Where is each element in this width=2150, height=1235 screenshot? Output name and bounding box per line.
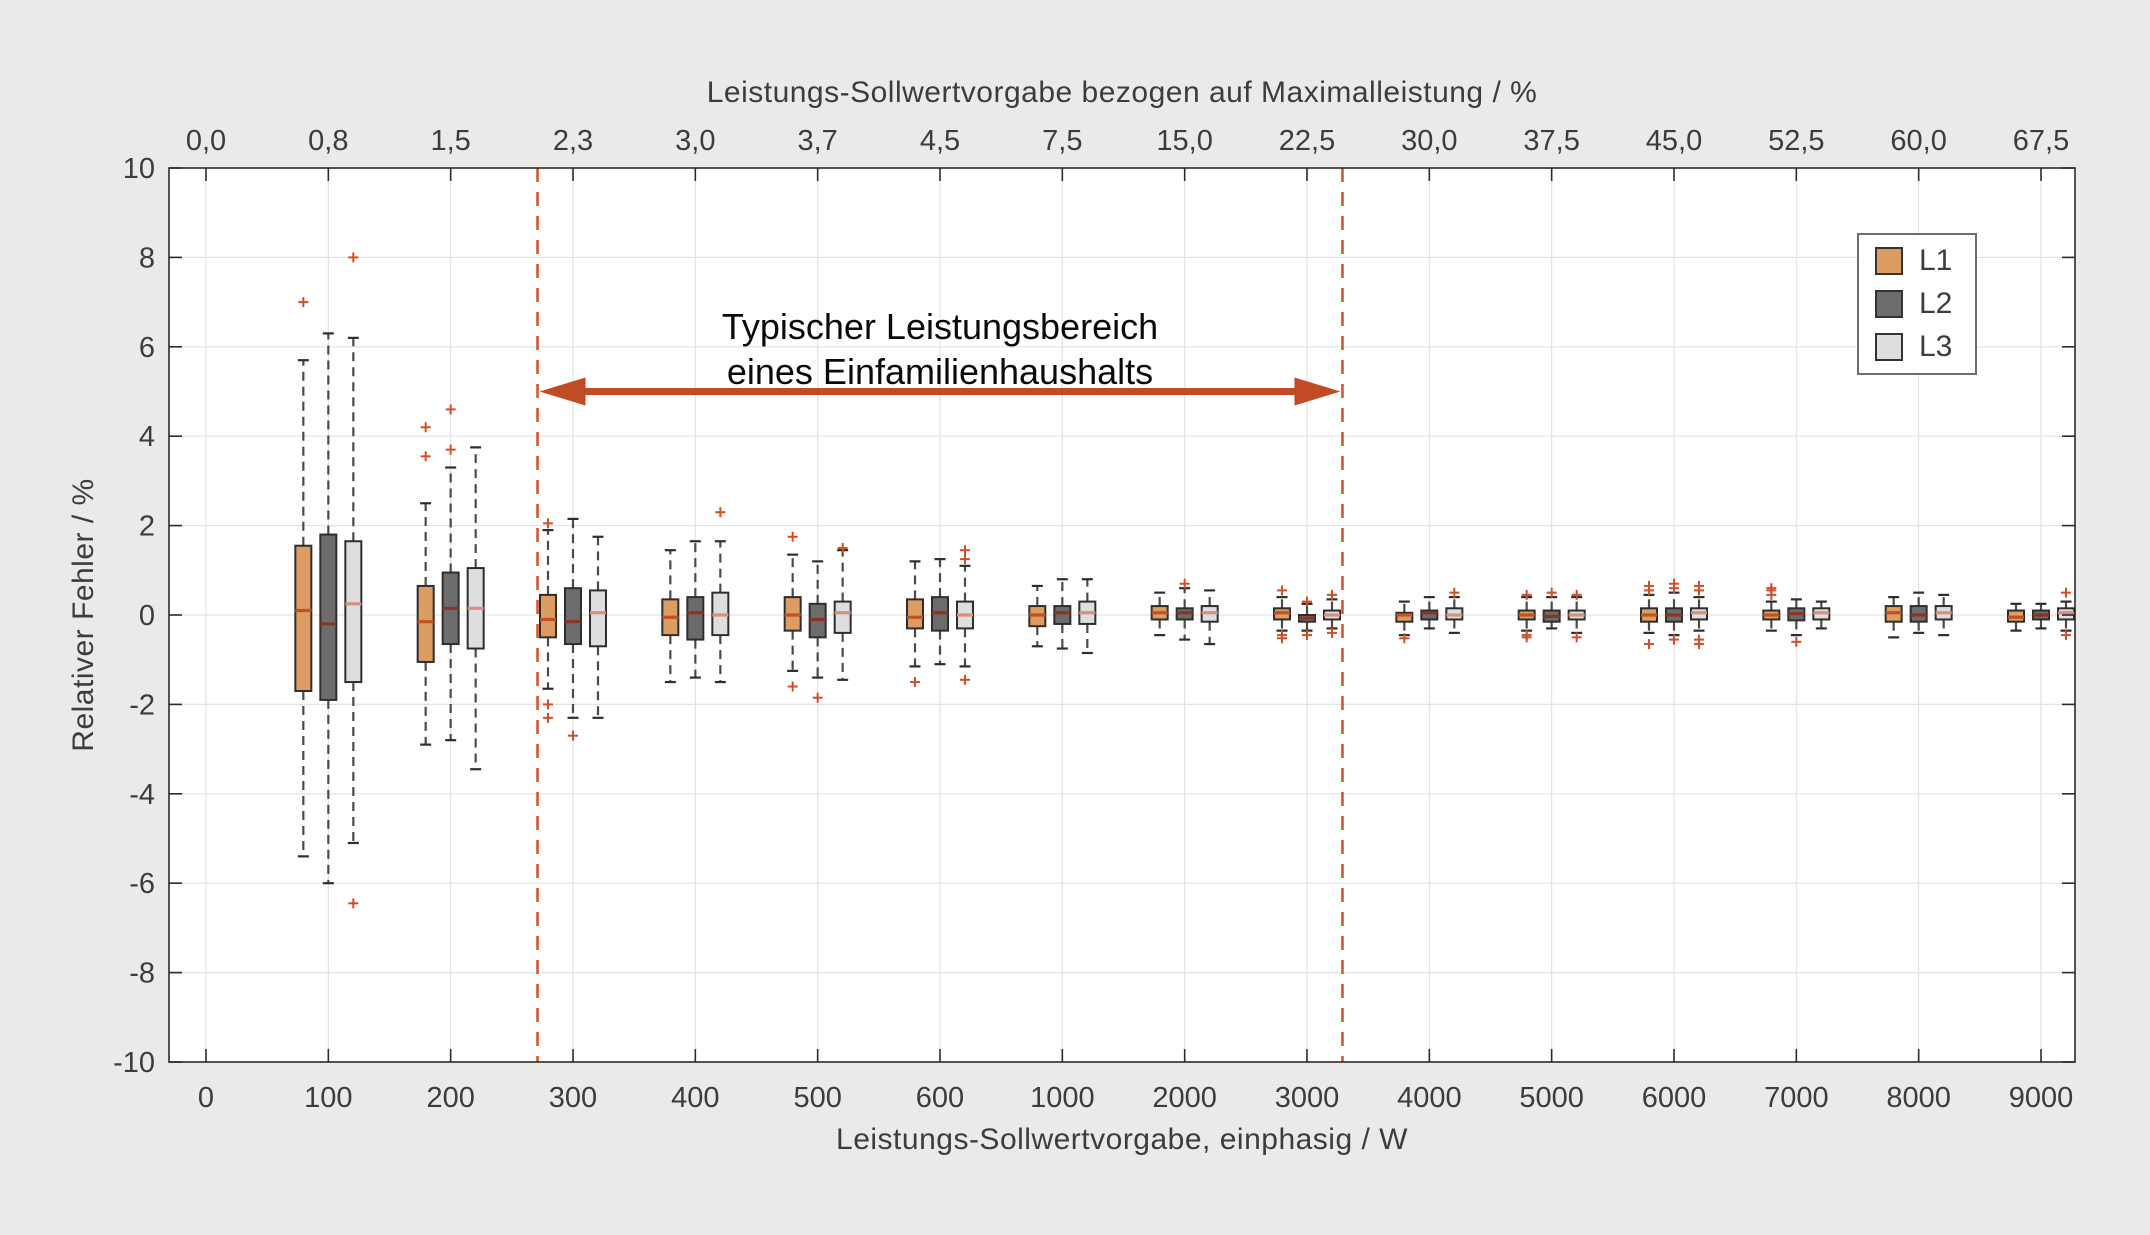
legend-label-l2: L2 bbox=[1919, 287, 1953, 320]
svg-text:400: 400 bbox=[671, 1082, 719, 1114]
svg-text:0: 0 bbox=[198, 1082, 214, 1114]
y-tick-labels: 10 8 6 4 2 0 -2 -4 -6 -8 -10 bbox=[113, 153, 155, 1079]
top-axis-title: Leistungs-Sollwertvorgabe bezogen auf Ma… bbox=[706, 76, 1538, 109]
svg-text:4000: 4000 bbox=[1397, 1082, 1462, 1114]
annotation-line1: Typischer Leistungsbereich bbox=[721, 306, 1159, 347]
svg-text:0,8: 0,8 bbox=[308, 125, 348, 157]
legend-item-l2: L2 bbox=[1859, 287, 1975, 321]
svg-text:0,0: 0,0 bbox=[186, 125, 226, 157]
svg-text:-8: -8 bbox=[129, 958, 155, 990]
svg-text:600: 600 bbox=[916, 1082, 964, 1114]
x-tick-labels-bottom: 0 100 200 300 400 500 600 1000 2000 3000 4000 5000 6… bbox=[198, 1082, 2073, 1114]
svg-text:200: 200 bbox=[426, 1082, 474, 1114]
box-group-1000W bbox=[1028, 578, 1097, 655]
svg-text:5000: 5000 bbox=[1519, 1082, 1584, 1114]
svg-text:4,5: 4,5 bbox=[920, 125, 960, 157]
box-group-4000W bbox=[1395, 587, 1464, 644]
svg-text:6: 6 bbox=[139, 332, 155, 364]
svg-text:-6: -6 bbox=[129, 868, 155, 900]
svg-text:15,0: 15,0 bbox=[1156, 125, 1212, 157]
svg-text:3,0: 3,0 bbox=[675, 125, 715, 157]
svg-text:2000: 2000 bbox=[1152, 1082, 1217, 1114]
svg-text:3,7: 3,7 bbox=[798, 125, 838, 157]
svg-text:1000: 1000 bbox=[1030, 1082, 1095, 1114]
svg-text:8000: 8000 bbox=[1886, 1082, 1951, 1114]
svg-text:60,0: 60,0 bbox=[1890, 125, 1946, 157]
svg-text:0: 0 bbox=[139, 600, 155, 632]
svg-text:6000: 6000 bbox=[1642, 1082, 1707, 1114]
svg-text:7000: 7000 bbox=[1764, 1082, 1829, 1114]
box-group-400W bbox=[661, 507, 730, 684]
legend: L1 L2 L3 bbox=[1857, 233, 1977, 375]
range-arrow bbox=[539, 377, 1341, 406]
box-group-7000W bbox=[1762, 583, 1831, 647]
legend-item-l1: L1 bbox=[1859, 244, 1975, 278]
svg-text:500: 500 bbox=[793, 1082, 841, 1114]
legend-label-l3: L3 bbox=[1919, 330, 1953, 363]
box-group-500W bbox=[783, 531, 852, 703]
box-group-5000W bbox=[1517, 587, 1586, 643]
svg-text:-10: -10 bbox=[113, 1047, 155, 1079]
svg-text:9000: 9000 bbox=[2009, 1082, 2074, 1114]
svg-text:3000: 3000 bbox=[1275, 1082, 1340, 1114]
annotation-line2: eines Einfamilienhaushalts bbox=[726, 351, 1154, 392]
box-group-2000W bbox=[1150, 578, 1219, 646]
svg-text:2: 2 bbox=[139, 511, 155, 543]
box-group-6000W bbox=[1639, 578, 1708, 650]
svg-text:7,5: 7,5 bbox=[1042, 125, 1082, 157]
bottom-axis-title: Leistungs-Sollwertvorgabe, einphasig / W bbox=[836, 1123, 1408, 1156]
svg-text:4: 4 bbox=[139, 421, 155, 453]
legend-swatch-l3 bbox=[1875, 333, 1903, 361]
box-group-8000W bbox=[1884, 591, 1953, 639]
svg-text:1,5: 1,5 bbox=[431, 125, 471, 157]
box-group-3000W bbox=[1272, 585, 1341, 644]
legend-item-l3: L3 bbox=[1859, 330, 1975, 364]
box-group-100W bbox=[294, 252, 363, 909]
legend-label-l1: L1 bbox=[1919, 244, 1953, 277]
svg-text:52,5: 52,5 bbox=[1768, 125, 1824, 157]
box-group-9000W bbox=[2006, 587, 2075, 641]
y-axis-title: Relativer Fehler / % bbox=[67, 478, 100, 752]
svg-text:2,3: 2,3 bbox=[553, 125, 593, 157]
svg-text:30,0: 30,0 bbox=[1401, 125, 1457, 157]
svg-text:67,5: 67,5 bbox=[2013, 125, 2069, 157]
legend-swatch-l1 bbox=[1875, 247, 1903, 275]
svg-text:10: 10 bbox=[123, 153, 155, 185]
box-group-600W bbox=[905, 545, 974, 688]
svg-text:45,0: 45,0 bbox=[1646, 125, 1702, 157]
svg-text:8: 8 bbox=[139, 242, 155, 274]
svg-text:300: 300 bbox=[549, 1082, 597, 1114]
legend-swatch-l2 bbox=[1875, 290, 1903, 318]
svg-text:-4: -4 bbox=[129, 779, 155, 811]
svg-text:-2: -2 bbox=[129, 689, 155, 721]
svg-text:37,5: 37,5 bbox=[1523, 125, 1579, 157]
axis-ticks bbox=[169, 167, 2075, 1063]
x-tick-labels-top: 0,0 0,8 1,5 2,3 3,0 3,7 4,5 7,5 15,0 22,5 30,0 37,5… bbox=[186, 125, 2069, 157]
svg-text:100: 100 bbox=[304, 1082, 352, 1114]
svg-text:22,5: 22,5 bbox=[1279, 125, 1335, 157]
box-group-200W bbox=[416, 404, 485, 771]
box-group-300W bbox=[538, 517, 607, 741]
typical-range-lines bbox=[536, 168, 1344, 1062]
